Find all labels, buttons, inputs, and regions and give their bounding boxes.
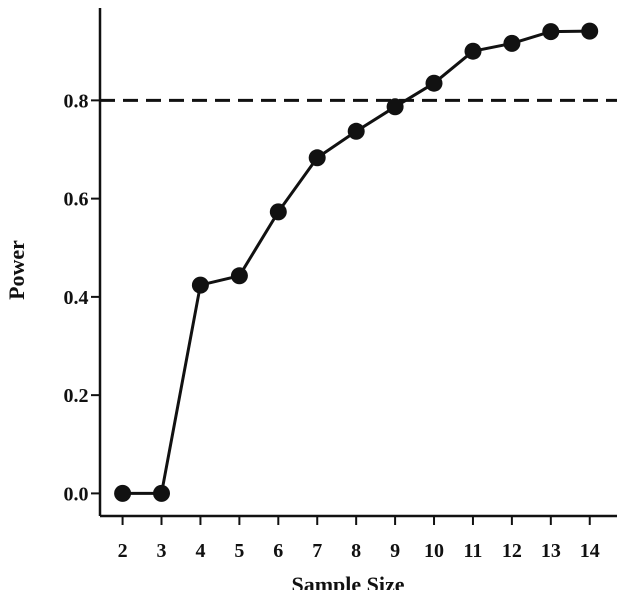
x-tick-label-4: 4 (195, 540, 205, 562)
data-point-10 (425, 74, 443, 92)
data-point-11 (464, 42, 482, 60)
data-point-9 (386, 98, 404, 116)
y-tick-label-0.2: 0.2 (64, 385, 89, 407)
y-tick-label-0.0: 0.0 (64, 483, 89, 505)
y-axis-ticks: 0.0 0.2 0.4 0.6 0.8 (64, 90, 100, 505)
data-point-12 (503, 34, 521, 52)
axes (98, 8, 617, 518)
x-tick-label-5: 5 (234, 540, 244, 562)
data-point-14 (581, 22, 599, 40)
x-axis-ticks: 2 3 4 5 6 7 8 9 10 11 12 13 14 (118, 516, 600, 562)
x-tick-label-13: 13 (541, 540, 561, 562)
x-axis-title: Sample Size (291, 572, 404, 590)
x-tick-label-9: 9 (390, 540, 400, 562)
data-point-2 (114, 484, 132, 502)
y-tick-label-0.6: 0.6 (64, 189, 89, 211)
y-tick-label-0.8: 0.8 (64, 90, 89, 112)
x-tick-label-7: 7 (312, 540, 322, 562)
data-point-5 (230, 267, 248, 285)
y-tick-label-0.4: 0.4 (64, 287, 89, 309)
data-point-3 (153, 484, 170, 502)
x-tick-label-8: 8 (351, 540, 361, 562)
x-tick-label-10: 10 (424, 540, 444, 562)
y-axis-title: Power (4, 240, 29, 300)
x-tick-label-14: 14 (580, 540, 600, 562)
x-tick-label-12: 12 (502, 540, 522, 562)
data-point-8 (347, 122, 365, 140)
x-tick-label-6: 6 (273, 540, 283, 562)
data-point-13 (542, 23, 560, 41)
series-power (114, 22, 599, 502)
x-tick-label-3: 3 (157, 540, 167, 562)
data-point-6 (269, 203, 287, 221)
data-point-7 (308, 149, 326, 167)
data-point-4 (191, 276, 209, 294)
x-tick-label-2: 2 (118, 540, 128, 562)
x-tick-label-11: 11 (464, 540, 483, 562)
